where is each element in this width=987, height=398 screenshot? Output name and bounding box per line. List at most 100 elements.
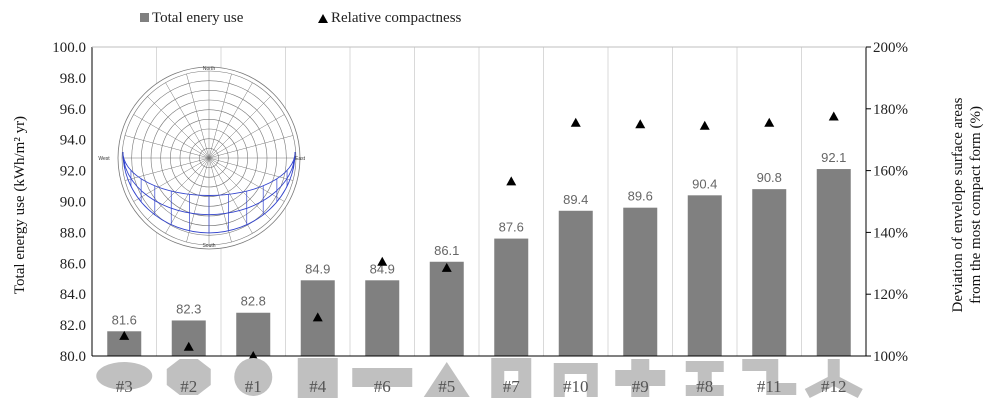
- y2-axis-title-line2: from the most compact form (%): [968, 106, 984, 304]
- shape-part: [742, 359, 797, 395]
- polar-azimuth-line: [186, 157, 210, 243]
- y-tick-label: 86.0: [60, 256, 86, 272]
- y-tick-label: 90.0: [60, 195, 86, 211]
- data-label: 82.3: [176, 301, 201, 316]
- data-label: 84.9: [370, 261, 395, 276]
- polar-azimuth-line: [186, 73, 210, 159]
- axes: [91, 46, 867, 357]
- shape-circle-icon: [234, 358, 273, 396]
- category-label: #7: [503, 377, 521, 396]
- shape-part: [352, 368, 413, 387]
- category-label: #8: [696, 377, 713, 396]
- category-label: #9: [632, 377, 649, 396]
- y2-tick-label: 200%: [873, 40, 908, 56]
- shape-ellipse-icon: [96, 362, 153, 390]
- y-axis-title: Total energy use (kWh/m² yr): [12, 116, 28, 294]
- marker-triangle: [506, 176, 517, 186]
- bar: [687, 195, 722, 356]
- y2-tick-label: 160%: [873, 164, 908, 180]
- shape-part: [297, 358, 338, 398]
- marker-triangle: [312, 312, 323, 322]
- legend-triangle-label: Relative compactness: [331, 10, 462, 26]
- shape-part: [685, 385, 724, 396]
- polar-azimuth-line: [133, 157, 210, 202]
- polar-azimuth-line: [147, 157, 210, 220]
- inset-east-label: East: [295, 156, 306, 162]
- polar-azimuth-line: [208, 114, 285, 159]
- polar-azimuth-line: [208, 73, 232, 159]
- shape-part: [553, 363, 598, 397]
- data-label: 92.1: [821, 150, 846, 165]
- bar: [236, 312, 271, 356]
- category-label: #4: [309, 377, 327, 396]
- shape-triangle-icon: [423, 362, 470, 397]
- bar: [494, 238, 529, 356]
- polar-azimuth-line: [208, 96, 271, 159]
- shape-hollow-square-icon: [491, 358, 532, 398]
- category-label: #1: [245, 377, 262, 396]
- y-tick-label: 82.0: [60, 318, 86, 334]
- data-label: 90.8: [757, 170, 782, 185]
- category-label: #6: [374, 377, 391, 396]
- shape-u-shape-icon: [553, 363, 598, 397]
- sun-path-inset: North South East West: [98, 66, 306, 250]
- y2-tick-label: 120%: [873, 287, 908, 303]
- polar-azimuth-line: [208, 157, 294, 181]
- bar: [429, 261, 464, 356]
- shape-part: [697, 372, 712, 385]
- legend-bar-swatch: [140, 13, 149, 22]
- y-tick-label: 88.0: [60, 225, 86, 241]
- category-label: #12: [821, 377, 847, 396]
- data-label: 89.6: [628, 189, 653, 204]
- data-label: 81.6: [112, 312, 137, 327]
- polar-azimuth-line: [147, 96, 210, 159]
- shape-y-shape-icon: [804, 359, 863, 398]
- bar: [623, 207, 658, 356]
- shape-part: [166, 359, 211, 395]
- marker-triangle: [828, 111, 839, 121]
- polar-azimuth-line: [165, 157, 210, 234]
- shape-icons: [96, 358, 863, 398]
- polar-azimuth-line: [208, 157, 271, 220]
- polar-azimuth-line: [208, 157, 285, 202]
- shape-square-icon: [297, 358, 338, 398]
- legend-bar-label: Total enery use: [152, 10, 244, 26]
- legend: Total enery use Relative compactness: [140, 10, 462, 26]
- shape-part: [423, 362, 470, 397]
- marker-triangle: [119, 330, 130, 340]
- category-label: #11: [757, 377, 782, 396]
- polar-azimuth-line: [133, 114, 210, 159]
- y-tick-label: 84.0: [60, 287, 86, 303]
- inset-west-label: West: [98, 156, 110, 162]
- polar-azimuth-line: [165, 82, 210, 159]
- marker-triangle: [635, 119, 646, 129]
- y-tick-label: 96.0: [60, 102, 86, 118]
- polar-azimuth-line: [208, 82, 253, 159]
- marker-triangle: [377, 256, 388, 266]
- y-tick-label: 98.0: [60, 71, 86, 87]
- bars: [107, 169, 851, 356]
- shape-part: [615, 370, 666, 386]
- shape-z-shape-icon: [742, 359, 797, 395]
- category-label: #3: [116, 377, 133, 396]
- data-label: 90.4: [692, 176, 717, 191]
- data-label: 82.8: [241, 294, 266, 309]
- shape-i-shape-icon: [685, 361, 724, 396]
- polar-azimuth-line: [208, 157, 253, 234]
- shape-flat-rectangle-icon: [352, 368, 413, 387]
- category-label: #5: [438, 377, 455, 396]
- shape-part: [685, 361, 724, 372]
- inset-south-label: South: [202, 243, 215, 249]
- bar: [365, 280, 400, 356]
- shape-part: [804, 359, 863, 398]
- shape-cross-icon: [615, 359, 666, 397]
- legend-triangle-swatch: [318, 14, 328, 23]
- markers: [119, 111, 839, 360]
- y-tick-label: 94.0: [60, 133, 86, 149]
- shape-part: [491, 358, 532, 398]
- data-label: 89.4: [563, 192, 588, 207]
- left-ticks: 80.0 82.0 84.0 86.0 88.0 90.0 92.0 94.0 96.0 98.0…: [52, 40, 86, 365]
- inset-north-label: North: [203, 66, 215, 72]
- marker-triangle: [764, 117, 775, 127]
